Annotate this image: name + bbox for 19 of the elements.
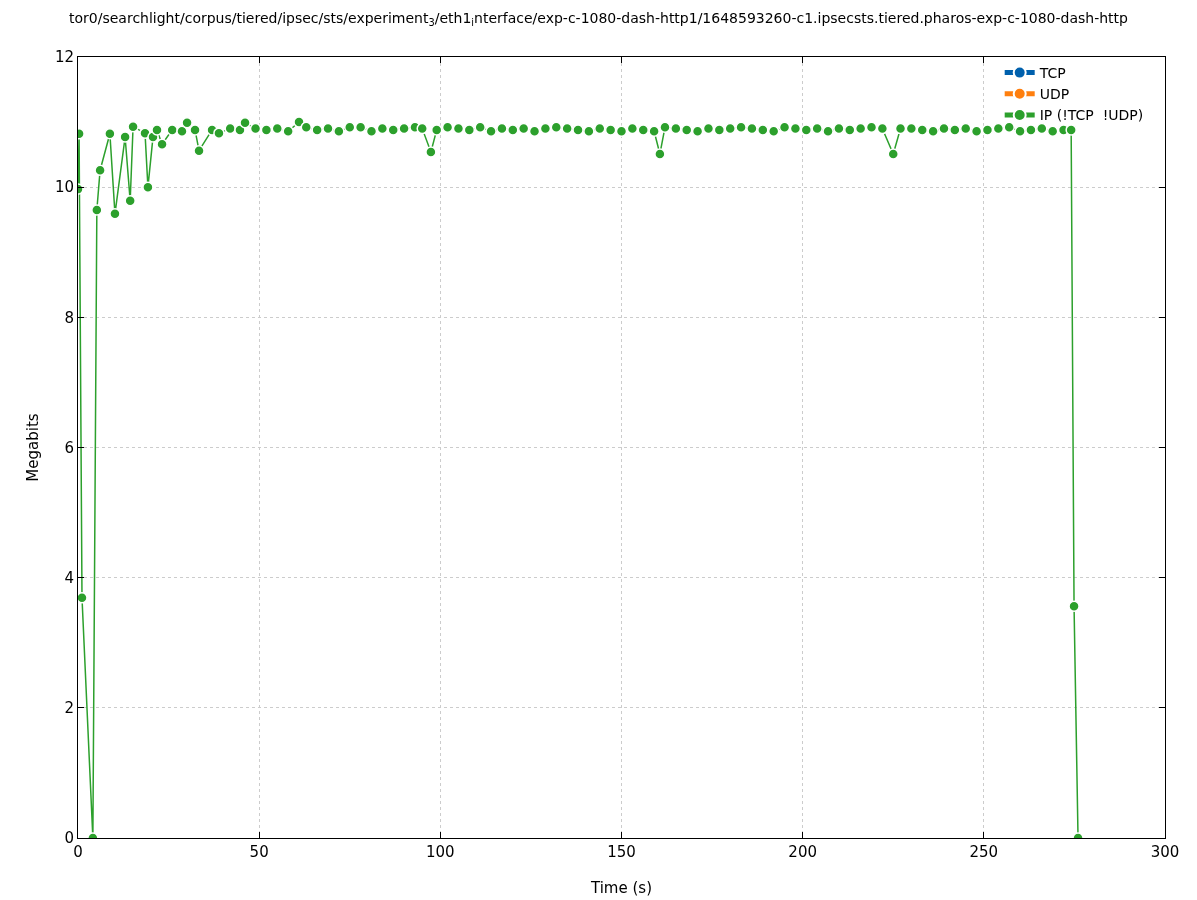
legend-label: IP (!TCP !UDP)	[1039, 107, 1144, 124]
x-axis-title: Time (s)	[590, 879, 652, 897]
y-tick-label: 8	[64, 308, 74, 327]
y-tick-label: 2	[64, 699, 74, 718]
y-tick-label: 12	[54, 48, 74, 67]
y-tick-label: 4	[64, 568, 74, 587]
y-axis-title: Megabits	[24, 413, 42, 482]
x-tick-label: 200	[788, 843, 817, 861]
y-tick-label: 10	[54, 178, 74, 197]
x-tick-label: 50	[249, 843, 269, 861]
x-tick-label: 100	[426, 843, 455, 861]
x-tick-label: 150	[607, 843, 636, 861]
y-tick-label: 0	[64, 829, 74, 848]
x-tick-label: 250	[969, 843, 999, 861]
x-tick-label: 300	[1150, 843, 1180, 861]
legend-label: UDP	[1039, 86, 1070, 103]
legend-label: TCP	[1038, 65, 1066, 82]
y-tick-label: 6	[64, 438, 74, 457]
chart-title: tor0/searchlight/corpus/tiered/ipsec/sts/experiment$_{3}$/eth1$_{i}$nterface/exp-c-1080-dash-http1/1648593260-c1.ipsecsts.tiered.pharos-exp-c-1080-dash-http	[69, 10, 1129, 29]
